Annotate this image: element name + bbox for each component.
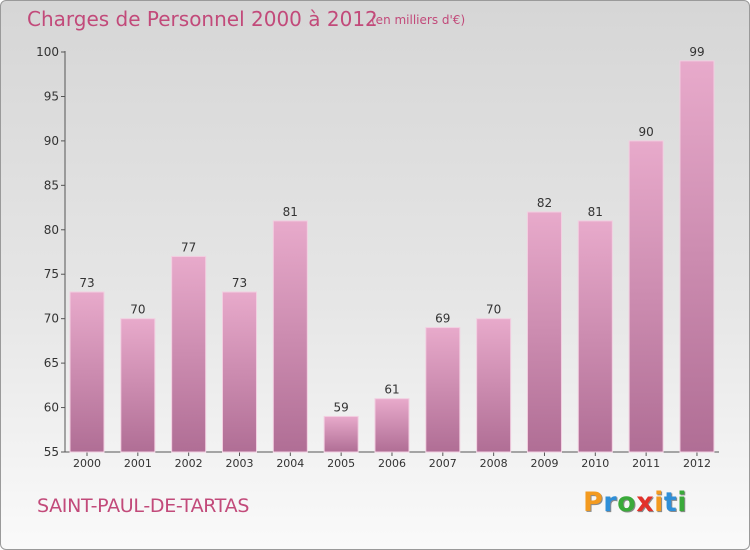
- bar: [120, 318, 156, 453]
- chart-title: Charges de Personnel 2000 à 2012: [27, 7, 378, 31]
- bar: [69, 291, 105, 453]
- x-tick-label: 2011: [632, 457, 660, 470]
- logo-letter: i: [677, 487, 688, 518]
- y-tick-label: 60: [44, 401, 59, 415]
- logo-letter: o: [617, 487, 637, 518]
- bar: [323, 415, 359, 453]
- bar: [272, 220, 308, 453]
- proxiti-logo: Proxiti: [583, 487, 687, 518]
- chart-subtitle: (en milliers d'€): [371, 13, 466, 27]
- x-tick-label: 2001: [124, 457, 152, 470]
- bar: [679, 60, 715, 453]
- x-tick-label: 2010: [581, 457, 609, 470]
- x-tick-label: 2009: [530, 457, 558, 470]
- bar-value-label: 77: [181, 240, 196, 254]
- y-tick-label: 75: [44, 267, 59, 281]
- logo-letter: t: [663, 487, 678, 518]
- bar: [526, 211, 562, 453]
- y-tick-label: 55: [44, 445, 59, 459]
- bar: [628, 140, 664, 453]
- logo-letter: i: [654, 487, 664, 518]
- commune-name: SAINT-PAUL-DE-TARTAS: [37, 495, 250, 517]
- x-tick-label: 2005: [327, 457, 355, 470]
- logo-letter: x: [636, 487, 655, 518]
- bar-value-label: 81: [283, 205, 298, 219]
- x-tick-label: 2003: [225, 457, 253, 470]
- bar-value-label: 69: [435, 312, 450, 326]
- x-tick-label: 2012: [683, 457, 711, 470]
- bar: [221, 291, 257, 453]
- logo-letter: r: [603, 487, 618, 518]
- x-tick-label: 2002: [175, 457, 203, 470]
- y-tick-label: 100: [36, 45, 59, 59]
- bar-value-label: 70: [486, 303, 501, 317]
- bar-value-label: 99: [689, 45, 704, 59]
- bar: [171, 255, 207, 453]
- y-tick-label: 70: [44, 312, 59, 326]
- bar-value-label: 70: [130, 303, 145, 317]
- bar: [577, 220, 613, 453]
- x-tick-label: 2007: [429, 457, 457, 470]
- bar-value-label: 73: [232, 276, 247, 290]
- logo-letter: P: [583, 487, 604, 518]
- bar-value-label: 82: [537, 196, 552, 210]
- bar-value-label: 73: [79, 276, 94, 290]
- bar: [425, 327, 461, 453]
- bar-value-label: 81: [588, 205, 603, 219]
- bar-value-label: 90: [638, 125, 653, 139]
- bar: [476, 318, 512, 453]
- x-tick-label: 2006: [378, 457, 406, 470]
- x-tick-label: 2000: [73, 457, 101, 470]
- y-tick-label: 65: [44, 356, 59, 370]
- x-tick-label: 2004: [276, 457, 304, 470]
- y-tick-label: 85: [44, 178, 59, 192]
- bar-value-label: 59: [334, 400, 349, 414]
- y-tick-label: 95: [44, 89, 59, 103]
- bar: [374, 398, 410, 453]
- y-tick-label: 90: [44, 134, 59, 148]
- x-tick-label: 2008: [480, 457, 508, 470]
- y-tick-label: 80: [44, 223, 59, 237]
- bar-value-label: 61: [384, 383, 399, 397]
